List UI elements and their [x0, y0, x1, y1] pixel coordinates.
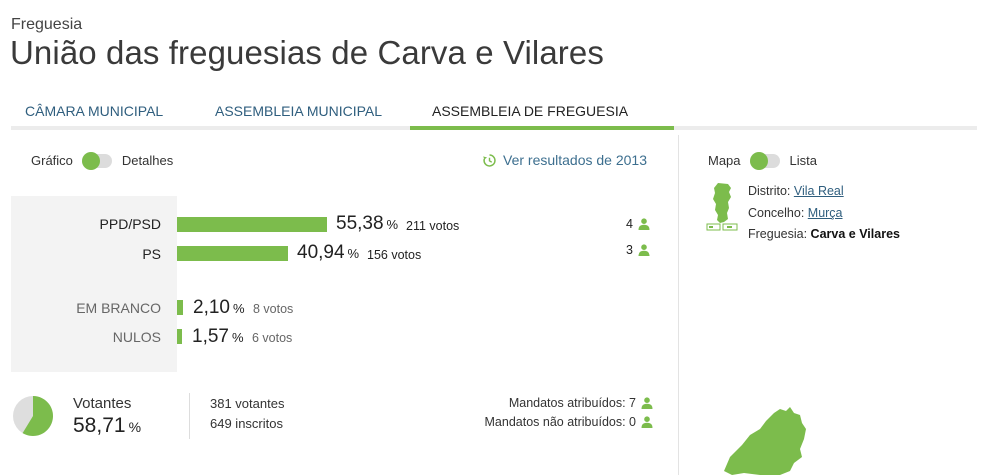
council-label: Concelho:	[748, 206, 805, 220]
percent-sign: %	[231, 330, 244, 345]
tab-assembleia-freguesia[interactable]: ASSEMBLEIA DE FREGUESIA	[432, 103, 629, 119]
result-percentage: 40,94%	[297, 242, 359, 264]
mandates-assigned: Mandatos atribuídos: 7	[509, 396, 653, 410]
district-label: Distrito:	[748, 184, 791, 198]
page-eyebrow: Freguesia	[11, 16, 83, 33]
result-pct-value: 1,57	[192, 326, 229, 347]
percent-sign: %	[232, 301, 245, 316]
mandates-unassigned: Mandatos não atribuídos: 0	[485, 415, 654, 429]
portugal-map-icon[interactable]	[706, 182, 740, 232]
person-icon	[641, 397, 653, 409]
parish-name: Carva e Vilares	[810, 227, 900, 241]
result-seats: 3	[626, 243, 650, 257]
parish-map[interactable]	[720, 405, 810, 475]
parish-label: Freguesia:	[748, 227, 808, 241]
result-votes: 211 votos	[406, 219, 460, 233]
result-pct-value: 40,94	[297, 242, 345, 263]
history-icon	[483, 153, 496, 167]
previous-results-label: Ver resultados de 2013	[503, 152, 647, 168]
view-toggle-row: Gráfico Detalhes	[31, 151, 174, 170]
previous-results-link[interactable]: Ver resultados de 2013	[482, 152, 647, 168]
view-toggle-left-label: Gráfico	[31, 153, 73, 168]
turnout-pie-chart	[13, 396, 53, 436]
parish-row: Freguesia: Carva e Vilares	[748, 227, 900, 241]
council-row: Concelho: Murça	[748, 206, 843, 220]
seats-count: 3	[626, 243, 633, 257]
result-percentage: 55,38%	[336, 213, 398, 235]
turnout-pie-slice	[22, 396, 53, 436]
map-toggle-right-label: Lista	[789, 153, 817, 168]
result-pct-value: 2,10	[193, 297, 230, 318]
null-votes-label: NULOS	[112, 329, 161, 345]
tab-camara-municipal[interactable]: CÂMARA MUNICIPAL	[25, 103, 164, 119]
turnout-pct-value: 58,71	[73, 414, 126, 437]
result-percentage: 1,57%	[192, 326, 244, 348]
map-toggle-left-label: Mapa	[708, 153, 741, 168]
person-icon	[638, 244, 650, 256]
person-icon	[638, 218, 650, 230]
view-toggle-switch[interactable]	[81, 151, 112, 170]
turnout-divider	[189, 393, 190, 439]
map-toggle-knob	[749, 151, 768, 170]
map-toggle-row: Mapa Lista	[708, 151, 817, 170]
turnout-label: Votantes	[73, 395, 132, 412]
view-toggle-right-label: Detalhes	[121, 153, 174, 168]
voters-count: 381 votantes	[210, 396, 285, 411]
result-votes: 8 votos	[253, 302, 294, 316]
election-tabs: CÂMARA MUNICIPAL ASSEMBLEIA MUNICIPAL AS…	[11, 96, 977, 130]
percent-sign: %	[347, 246, 360, 261]
result-seats: 4	[626, 217, 650, 231]
mandates-unassigned-label: Mandatos não atribuídos: 0	[484, 415, 637, 429]
active-tab-indicator	[410, 126, 674, 130]
party-label: PS	[142, 246, 161, 262]
result-bar	[177, 329, 182, 344]
location-panel	[678, 135, 978, 475]
district-link[interactable]: Vila Real	[793, 184, 844, 198]
page-title: União das freguesias de Carva e Vilares	[10, 34, 604, 71]
seats-count: 4	[626, 217, 633, 231]
result-bar	[177, 246, 288, 261]
person-icon	[641, 416, 653, 428]
map-toggle-switch[interactable]	[749, 151, 780, 170]
view-toggle-knob	[81, 151, 100, 170]
percent-sign: %	[128, 419, 142, 435]
percent-sign: %	[386, 217, 399, 232]
district-row: Distrito: Vila Real	[748, 184, 844, 198]
mandates-assigned-label: Mandatos atribuídos: 7	[508, 396, 636, 410]
result-votes: 6 votos	[252, 331, 293, 345]
turnout-percentage: 58,71%	[73, 414, 141, 438]
party-label: PPD/PSD	[99, 216, 161, 232]
blank-votes-label: EM BRANCO	[76, 300, 161, 316]
council-link[interactable]: Murça	[807, 206, 843, 220]
registered-count: 649 inscritos	[210, 416, 283, 431]
tab-assembleia-municipal[interactable]: ASSEMBLEIA MUNICIPAL	[215, 103, 383, 119]
result-votes: 156 votos	[367, 248, 422, 262]
result-bar	[177, 217, 327, 232]
result-bar	[177, 300, 183, 315]
result-pct-value: 55,38	[336, 213, 384, 234]
result-percentage: 2,10%	[193, 297, 245, 319]
results-label-panel	[11, 196, 177, 372]
